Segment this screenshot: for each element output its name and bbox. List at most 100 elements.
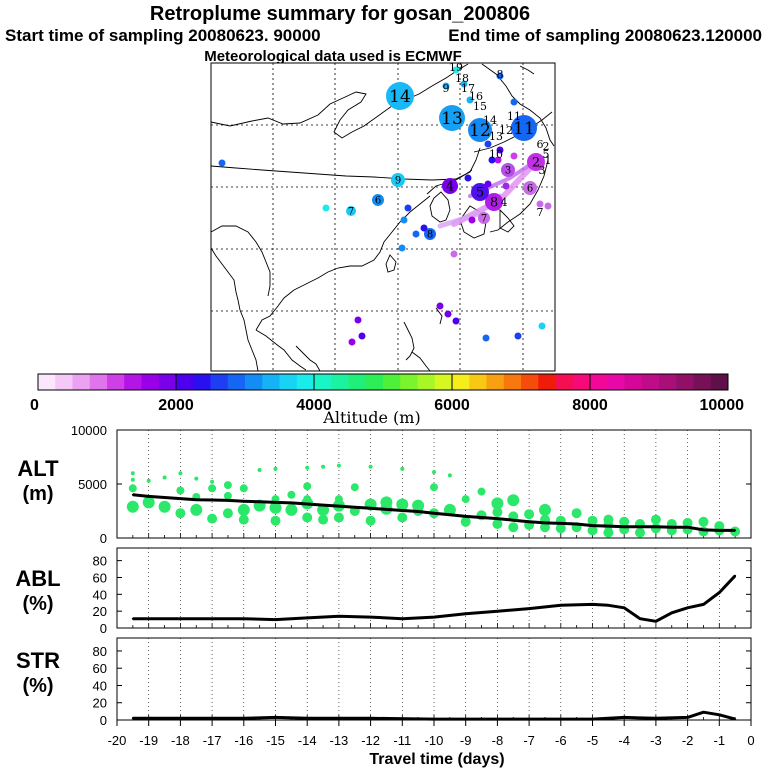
x-tick-label: -18 [171, 733, 190, 748]
series-point [464, 612, 467, 615]
y-tick-label: 20 [93, 696, 107, 711]
x-tick-label: -15 [266, 733, 285, 748]
alt-cluster-point [682, 517, 693, 528]
series-point [274, 618, 277, 621]
plume-marker: 8 [424, 228, 436, 241]
x-tick-label: -20 [108, 733, 127, 748]
alt-cluster-point [443, 503, 456, 516]
colorbar-cell [400, 374, 418, 390]
alt-cluster-point [238, 514, 249, 525]
met-data-label: Meteorological data used is ECMWF [204, 48, 462, 65]
plume-marker-circle [439, 105, 465, 131]
alt-cluster-point [207, 513, 218, 524]
series-point [179, 617, 182, 620]
map-gridlines [211, 63, 555, 371]
colorbar-frame [37, 373, 729, 391]
series-point [385, 508, 388, 511]
plume-dot [404, 204, 412, 212]
alt-cluster-point [492, 519, 503, 529]
series-point [480, 516, 483, 519]
plume-marker-circle [468, 118, 492, 142]
plume-marker: 7 [478, 212, 490, 225]
alt-cluster-point [368, 464, 373, 469]
y-tick-label: 10000 [71, 423, 107, 438]
plume-marker: 9 [391, 173, 405, 187]
alt-cluster-point [175, 508, 186, 519]
plume-marker-label: 9 [395, 176, 401, 187]
site-label: 9 [443, 82, 450, 95]
plume-marker-label: 6 [375, 196, 381, 207]
plume-marker-circle [442, 178, 458, 194]
plume-dot [218, 159, 226, 167]
alt-cluster-point [273, 466, 278, 471]
site-label: 2 [543, 140, 550, 153]
alt-cluster-point [269, 501, 282, 514]
series-point [718, 713, 721, 716]
alt-cluster-point [380, 496, 393, 509]
x-tick-label: -1 [714, 733, 726, 748]
alt-cluster-point [237, 503, 250, 516]
alt-cluster-point [365, 515, 376, 526]
plume-dot [484, 180, 492, 188]
series-point [654, 717, 657, 720]
series-point [369, 717, 372, 720]
colorbar-cell [227, 374, 246, 390]
alt-cluster-point [257, 468, 262, 472]
alt-cluster-point [432, 470, 436, 475]
plume-marker: 6 [372, 194, 384, 207]
series-point [702, 528, 705, 531]
alt-cluster-point [176, 486, 185, 495]
y-tick-label: 5000 [78, 477, 107, 492]
plume-marker-label: 13 [441, 109, 463, 129]
plume-dot [322, 204, 330, 212]
series-point [702, 603, 705, 606]
plume-dot [482, 334, 490, 342]
series-point [544, 521, 546, 524]
series-point [401, 617, 404, 620]
series-point [512, 519, 515, 522]
alt-cluster-point [412, 499, 425, 512]
colorbar-cell [469, 374, 487, 390]
colorbar-cell [572, 374, 591, 390]
alt-cluster-point [128, 484, 137, 493]
x-tick-label: -8 [492, 733, 504, 748]
colorbar-cell [434, 374, 453, 390]
plume-marker-label: 6 [527, 184, 533, 195]
plume-marker: 7 [346, 206, 356, 218]
plume-dot [494, 156, 502, 164]
alt-cluster-point [477, 487, 486, 496]
series-point [607, 604, 610, 607]
colorbar-cell [279, 374, 298, 390]
series-point [559, 604, 562, 607]
series-point [195, 498, 198, 501]
y-axis-unit: (m) [22, 483, 53, 505]
plume-dot [502, 182, 510, 190]
colorbar-cell [521, 374, 539, 390]
plume-dot [464, 174, 472, 182]
series-point [654, 525, 657, 528]
site-label: 15 [473, 100, 487, 113]
series-point [718, 529, 721, 532]
plume-marker-label: 7 [481, 214, 487, 225]
series-point [559, 718, 562, 721]
plume-dot [452, 66, 460, 74]
plume-dot [452, 317, 460, 325]
plume-marker: 8 [485, 193, 503, 211]
series-point [559, 522, 562, 525]
colorbar-cell [331, 374, 349, 390]
alt-cluster-point [555, 523, 566, 534]
plume-marker-label: 14 [389, 87, 411, 107]
series-point [306, 616, 309, 619]
plume-dot [460, 80, 468, 88]
alt-cluster-point [162, 475, 167, 480]
series-point [369, 507, 372, 510]
x-axis: -20 -19 -18 -17 -16 -15 -14 -13 -12 -11 -10 -9 -8 -7-… [108, 720, 755, 768]
colorbar-tick-label: 4000 [296, 397, 332, 414]
series-point [337, 505, 340, 508]
series-point [734, 718, 737, 721]
alt-cluster-point [540, 522, 550, 533]
colorbar-cell [641, 374, 660, 390]
colorbar-cell [693, 374, 712, 390]
alt-cluster-point [350, 483, 359, 492]
